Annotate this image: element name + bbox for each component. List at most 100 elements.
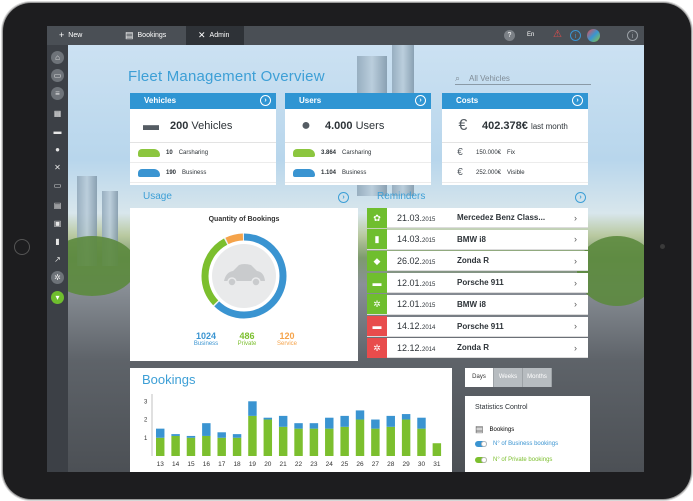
blue-car-icon: [293, 168, 315, 177]
x-tick-label: 25: [341, 461, 349, 468]
bar-private: [355, 419, 365, 456]
vehicle-icon[interactable]: ▭: [53, 181, 62, 190]
info-icon[interactable]: i: [627, 30, 638, 41]
x-tick-label: 17: [218, 461, 226, 468]
document-icon[interactable]: ▣: [53, 219, 62, 228]
reminder-row[interactable]: ✲ 12.01.2015 BMW i8 ›: [367, 294, 588, 315]
reminder-row[interactable]: ◆ 26.02.2015 Zonda R ›: [367, 250, 588, 272]
chevron-right-icon[interactable]: ›: [574, 342, 577, 353]
cart-icon[interactable]: ▾: [51, 291, 64, 304]
reminder-car: Porsche 911: [457, 321, 504, 331]
fuel-icon[interactable]: ▮: [55, 237, 60, 246]
row-label: Fix: [507, 149, 516, 156]
arrow-right-icon[interactable]: ›: [415, 95, 426, 106]
usage-donut-chart: [201, 233, 287, 319]
gear-icon[interactable]: ✲: [51, 271, 64, 284]
statistics-control-title: Statistics Control: [475, 404, 528, 411]
row-value: 1.104: [321, 169, 337, 176]
chat-icon[interactable]: ●: [55, 145, 60, 154]
row-label: Business: [182, 169, 207, 176]
reminder-row[interactable]: ▮ 14.03.2015 BMW i8 ›: [367, 229, 588, 250]
x-tick-label: 15: [187, 461, 195, 468]
camera: [660, 244, 665, 249]
arrow-right-icon[interactable]: ›: [572, 95, 583, 106]
x-tick-label: 21: [280, 461, 288, 468]
card-title: Vehicles: [144, 96, 177, 105]
search-input[interactable]: ⌕ All Vehicles: [455, 71, 591, 85]
reminder-date: 12.12.2014: [397, 342, 436, 353]
language-selector[interactable]: En: [527, 32, 535, 38]
card-main-value: 402.378€ last month: [482, 119, 568, 132]
bar-business: [248, 401, 257, 416]
euro-icon: €: [458, 116, 468, 134]
home-button[interactable]: [14, 239, 30, 255]
reminder-car: Porsche 911: [457, 278, 504, 288]
car-icon[interactable]: ▭: [51, 69, 64, 82]
arrow-right-icon[interactable]: ›: [260, 95, 271, 106]
dashboard-icon[interactable]: ▦: [53, 109, 62, 118]
bar-business: [325, 417, 334, 429]
card-header[interactable]: Costs ›: [442, 93, 588, 109]
business-arc: [201, 233, 287, 319]
reminder-row[interactable]: ✲ 12.12.2014 Zonda R ›: [367, 337, 588, 359]
x-tick-label: 13: [157, 461, 165, 468]
bar-business: [355, 410, 365, 420]
card-header[interactable]: Vehicles ›: [130, 93, 276, 109]
stat-control-private[interactable]: N° of Private bookings: [475, 457, 552, 463]
tab-days[interactable]: Days: [465, 368, 494, 387]
bar-business: [171, 434, 180, 436]
tab-admin[interactable]: ✕ Admin: [186, 26, 244, 45]
info-icon[interactable]: i: [570, 30, 581, 41]
toggle-switch[interactable]: [475, 457, 487, 463]
reminder-row[interactable]: ▬ 14.12.2014 Porsche 911 ›: [367, 316, 588, 337]
stat-business: 1024 Business: [186, 331, 226, 347]
help-button[interactable]: ?: [504, 30, 515, 41]
card-header[interactable]: Users ›: [285, 93, 431, 109]
arrow-right-icon[interactable]: ›: [338, 192, 349, 203]
chevron-right-icon[interactable]: ›: [574, 255, 577, 266]
x-tick-label: 28: [387, 461, 395, 468]
chevron-right-icon[interactable]: ›: [574, 212, 577, 223]
chart-icon[interactable]: ↗: [54, 255, 61, 264]
card-main-value: 200 Vehicles: [170, 119, 233, 132]
tools-icon[interactable]: ✕: [54, 163, 61, 172]
toggle-switch[interactable]: [475, 441, 487, 447]
bar-business: [278, 415, 288, 427]
chevron-right-icon[interactable]: ›: [574, 277, 577, 288]
home-icon[interactable]: ⌂: [51, 51, 64, 64]
chevron-right-icon[interactable]: ›: [574, 321, 577, 331]
stat-control-bookings[interactable]: ▤ Bookings: [475, 424, 514, 435]
app-screen: + New ▤ Bookings ✕ Admin ? En ⚠ i i ⌂ ▭ …: [47, 26, 644, 472]
row-value: 190: [166, 169, 177, 176]
fleet-icon[interactable]: ▬: [53, 127, 62, 136]
tab-new[interactable]: + New: [59, 26, 99, 45]
x-tick-label: 26: [356, 461, 364, 468]
tab-bookings[interactable]: ▤ Bookings: [119, 26, 181, 45]
warning-icon[interactable]: ⚠: [553, 29, 562, 40]
sidebar: ⌂ ▭ ≡ ▦ ▬ ● ✕ ▭ ▤ ▣ ▮ ↗ ✲ ▾: [47, 45, 68, 472]
arrow-right-icon[interactable]: ›: [575, 192, 586, 203]
reminder-date: 14.12.2014: [397, 321, 436, 331]
chevron-right-icon[interactable]: ›: [574, 234, 577, 245]
list-icon[interactable]: ≡: [51, 87, 64, 100]
x-tick-label: 19: [249, 461, 257, 468]
avatar[interactable]: [587, 29, 600, 42]
chevron-right-icon[interactable]: ›: [574, 299, 577, 310]
usage-panel: Quantity of Bookings 1024 Business 486 P…: [130, 208, 358, 361]
tab-weeks[interactable]: Weeks: [494, 368, 523, 387]
x-tick-label: 29: [403, 461, 411, 468]
reminder-type-icon: ◆: [367, 250, 387, 271]
reminder-row[interactable]: ▬ 12.01.2015 Porsche 911 ›: [367, 272, 588, 294]
stat-control-business[interactable]: N° of Business bookings: [475, 441, 558, 447]
bar-private: [371, 428, 380, 456]
card-main-value: 4.000 Users: [325, 119, 385, 132]
reminder-row[interactable]: ✿ 21.03.2015 Mercedez Benz Class... ›: [367, 207, 588, 228]
blue-car-icon: [138, 168, 160, 177]
private-arc: [201, 233, 287, 319]
x-tick-label: 23: [310, 461, 318, 468]
tab-months[interactable]: Months: [523, 368, 552, 387]
usage-chart-title: Quantity of Bookings: [208, 216, 280, 223]
id-card-icon[interactable]: ▤: [53, 201, 62, 210]
plus-icon: +: [59, 30, 65, 40]
